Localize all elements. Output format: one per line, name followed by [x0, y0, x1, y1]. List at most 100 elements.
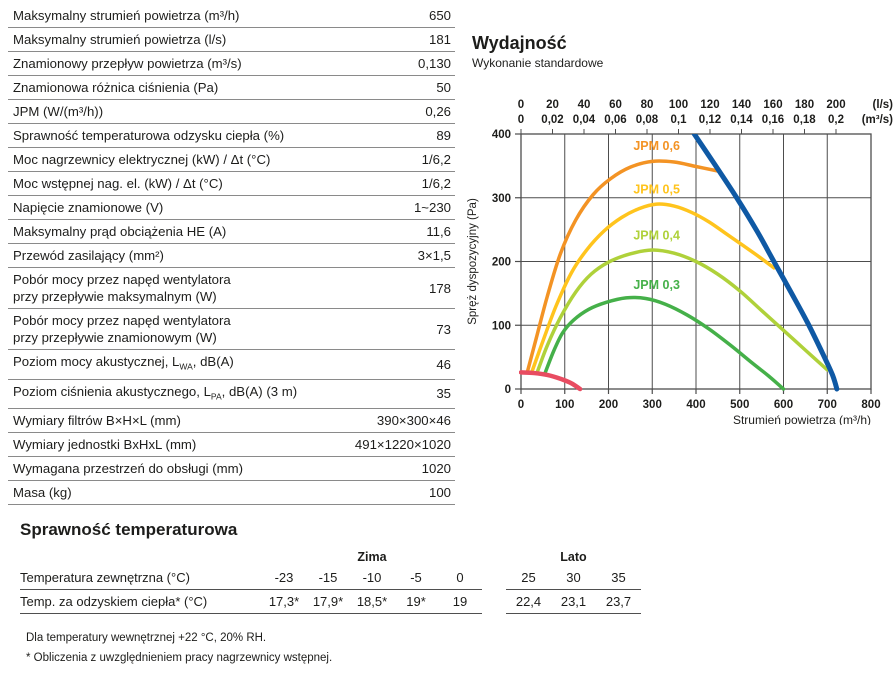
eff-value-zima: 19* — [394, 590, 438, 614]
top-axis-ls-label: 0 — [518, 99, 524, 111]
eff-header-spacer — [20, 548, 262, 566]
top-axis-m3s-label: 0,2 — [828, 114, 844, 126]
eff-value-lato: 25 — [506, 566, 551, 590]
eff-value-zima: 0 — [438, 566, 482, 590]
spec-label: Maksymalny strumień powietrza (l/s) — [13, 32, 227, 47]
eff-value-zima: -23 — [262, 566, 306, 590]
curve-label: JPM 0,6 — [633, 139, 680, 153]
spec-table: Maksymalny strumień powietrza (m³/h) 650 M… — [8, 4, 455, 506]
curve-max_boundary — [691, 134, 840, 392]
spec-value: 491×1220×1020 — [354, 437, 451, 453]
curve-min_boundary — [519, 370, 583, 392]
y-axis-tick-label: 0 — [505, 384, 511, 396]
y-axis-tick-label: 100 — [492, 320, 511, 332]
spec-value: 46 — [436, 356, 451, 372]
y-axis-tick-label: 300 — [492, 193, 511, 205]
spec-row: Sprawność temperaturowa odzysku ciepła (… — [8, 124, 455, 148]
eff-value-zima: 17,9* — [306, 590, 350, 614]
spec-value: 35 — [436, 386, 451, 402]
performance-chart: 00200,02400,04600,06800,081000,11200,121… — [467, 99, 893, 425]
eff-value-zima: 17,3* — [262, 590, 306, 614]
spec-row: Maksymalny strumień powietrza (m³/h) 650 — [8, 4, 455, 28]
spec-value: 178 — [428, 280, 451, 296]
y-axis-tick-label: 400 — [492, 129, 511, 141]
spec-label: Maksymalny strumień powietrza (m³/h) — [13, 8, 240, 23]
spec-row: Pobór mocy przez napęd wentylatora przy … — [8, 268, 455, 309]
spec-value: 89 — [436, 128, 451, 143]
eff-value-lato: 35 — [596, 566, 641, 590]
x-axis-tick-label: 0 — [518, 399, 524, 411]
spec-row: Moc wstępnej nag. el. (kW) / Δt (°C) 1/6,… — [8, 172, 455, 196]
eff-gap — [482, 566, 506, 590]
eff-header-gap — [482, 548, 506, 566]
spec-value: 1020 — [421, 461, 451, 477]
top-axis-ls-label: 160 — [763, 99, 782, 111]
x-axis-tick-label: 600 — [774, 399, 793, 411]
spec-value: 11,6 — [426, 224, 451, 239]
top-axis-ls-label: 80 — [641, 99, 654, 111]
spec-row: Moc nagrzewnicy elektrycznej (kW) / Δt (… — [8, 148, 455, 172]
top-axis-ls-label: 100 — [669, 99, 688, 111]
chart-title: Wydajność — [472, 33, 567, 53]
efficiency-table: Zima Lato Temperatura zewnętrzna (°C) -23 -1… — [20, 548, 641, 614]
spec-label: Napięcie znamionowe (V) — [13, 200, 164, 215]
x-axis-tick-label: 400 — [686, 399, 705, 411]
spec-row: Wymiary filtrów B×H×L (mm) 390×300×46 — [8, 409, 455, 434]
spec-label: JPM (W/(m³/h)) — [13, 104, 104, 119]
spec-value: 1~230 — [413, 200, 451, 215]
curve-label: JPM 0,3 — [633, 278, 680, 292]
top-axis-m3s-label: 0,14 — [730, 114, 753, 126]
spec-row: Pobór mocy przez napęd wentylatora przy … — [8, 309, 455, 350]
spec-row: Znamionowy przepływ powietrza (m³/s) 0,13… — [8, 52, 455, 76]
top-axis-m3s-unit: (m³/s) — [862, 114, 893, 126]
top-axis-m3s-label: 0,08 — [636, 114, 659, 126]
x-axis-tick-label: 500 — [730, 399, 749, 411]
top-axis-m3s-label: 0,18 — [793, 114, 816, 126]
spec-label: Wymiary filtrów B×H×L (mm) — [13, 413, 181, 429]
eff-row-label: Temperatura zewnętrzna (°C) — [20, 566, 262, 590]
y-axis-title: Spręż dyspozycyjny (Pa) — [467, 198, 479, 325]
spec-row: Znamionowa różnica ciśnienia (Pa) 50 — [8, 76, 455, 100]
top-axis-m3s-label: 0,04 — [573, 114, 596, 126]
spec-row: Napięcie znamionowe (V) 1~230 — [8, 196, 455, 220]
eff-value-lato: 23,7 — [596, 590, 641, 614]
spec-value: 390×300×46 — [376, 413, 451, 429]
eff-header-zima: Zima — [357, 550, 387, 564]
eff-value-zima: -15 — [306, 566, 350, 590]
spec-row: Poziom mocy akustycznej, LWA, dB(A) 46 — [8, 350, 455, 380]
top-axis-ls-label: 60 — [609, 99, 622, 111]
spec-row: Maksymalny prąd obciążenia HE (A) 11,6 — [8, 220, 455, 244]
spec-value: 650 — [428, 8, 451, 23]
spec-label: Pobór mocy przez napęd wentylatora przy … — [13, 272, 231, 304]
eff-value-zima: 18,5* — [350, 590, 394, 614]
spec-row: Maksymalny strumień powietrza (l/s) 181 — [8, 28, 455, 52]
spec-value: 50 — [436, 80, 451, 95]
eff-gap — [482, 590, 506, 614]
curve-jpm-0-6 — [525, 159, 720, 373]
top-axis-m3s-label: 0,1 — [671, 114, 688, 126]
curve-jpm-0-4 — [535, 248, 829, 373]
y-axis-tick-label: 200 — [492, 257, 511, 269]
spec-row: Poziom ciśnienia akustycznego, LPA, dB(A… — [8, 380, 455, 410]
spec-row: Masa (kg) 100 — [8, 481, 455, 506]
eff-value-zima: -10 — [350, 566, 394, 590]
eff-value-lato: 23,1 — [551, 590, 596, 614]
spec-label: Wymiary jednostki BxHxL (mm) — [13, 437, 197, 453]
chart-subtitle: Wykonanie standardowe — [472, 56, 604, 70]
x-axis-tick-label: 300 — [643, 399, 662, 411]
spec-row: Wymagana przestrzeń do obsługi (mm) 1020 — [8, 457, 455, 482]
eff-row-label: Temp. za odzyskiem ciepła* (°C) — [20, 590, 262, 614]
x-axis-tick-label: 100 — [555, 399, 574, 411]
eff-value-lato: 30 — [551, 566, 596, 590]
spec-label: Moc nagrzewnicy elektrycznej (kW) / Δt (… — [13, 152, 271, 167]
eff-value-zima: -5 — [394, 566, 438, 590]
spec-label: Znamionowa różnica ciśnienia (Pa) — [13, 80, 219, 95]
efficiency-title: Sprawność temperaturowa — [20, 520, 238, 539]
top-axis-ls-label: 120 — [700, 99, 719, 111]
top-axis-ls-label: 20 — [546, 99, 559, 111]
spec-label: Pobór mocy przez napęd wentylatora przy … — [13, 313, 231, 345]
spec-label: Poziom mocy akustycznej, LWA, dB(A) — [13, 354, 234, 372]
eff-value-zima: 19 — [438, 590, 482, 614]
spec-value: 73 — [436, 321, 451, 337]
